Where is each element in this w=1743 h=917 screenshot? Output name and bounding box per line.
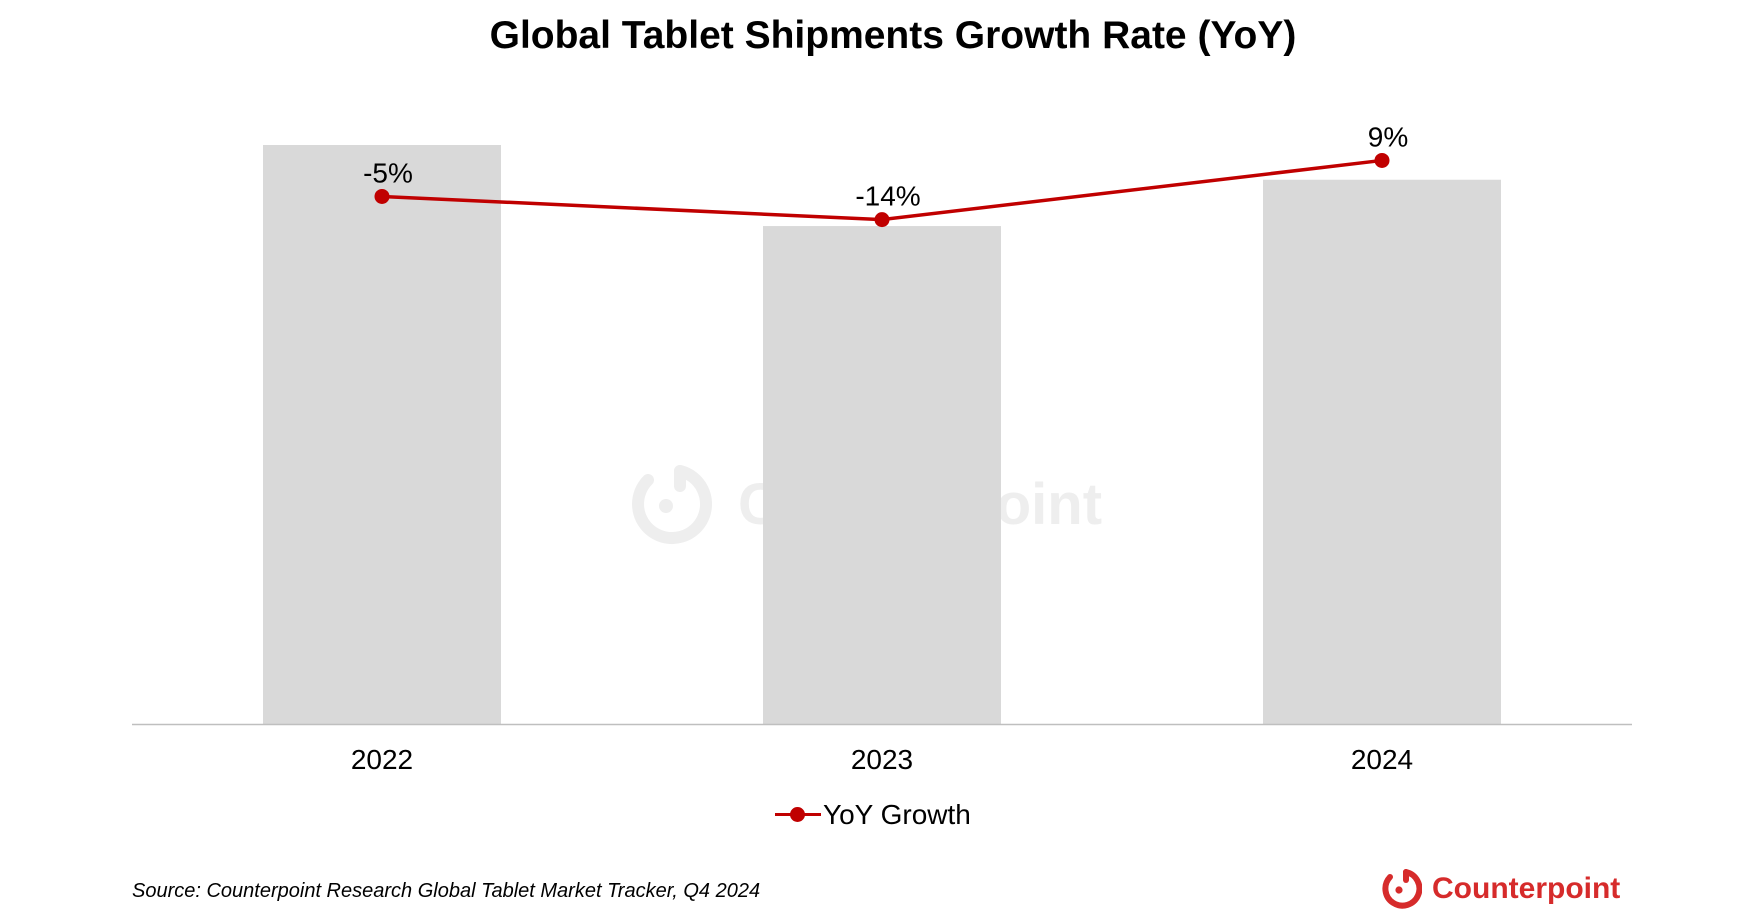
chart-legend: YoY Growth — [775, 797, 971, 833]
counterpoint-logo-icon — [1382, 869, 1422, 909]
x-tick-label-2023: 2023 — [851, 744, 913, 775]
yoy-point-2022 — [374, 188, 390, 204]
x-tick-label-2024: 2024 — [1351, 744, 1413, 775]
bar-2022 — [263, 145, 501, 724]
legend-dot — [790, 807, 805, 822]
x-tick-label-2022: 2022 — [351, 744, 413, 775]
brand-name: Counterpoint — [1432, 872, 1621, 905]
yoy-data-label-2024: 9% — [1368, 121, 1408, 152]
source-note: Source: Counterpoint Research Global Tab… — [132, 880, 761, 902]
legend-label: YoY Growth — [823, 799, 971, 830]
chart-title: Global Tablet Shipments Growth Rate (YoY… — [489, 14, 1297, 57]
bar-2023 — [763, 226, 1001, 724]
brand-logo: Counterpoint — [1380, 868, 1620, 910]
watermark-logo-icon — [632, 465, 712, 544]
bar-2024 — [1263, 179, 1501, 725]
yoy-data-label-2023: -14% — [855, 181, 920, 212]
yoy-point-2024 — [1374, 152, 1390, 168]
yoy-data-label-2022: -5% — [363, 157, 413, 188]
legend-swatch — [775, 805, 821, 825]
yoy-point-2023 — [874, 212, 890, 228]
